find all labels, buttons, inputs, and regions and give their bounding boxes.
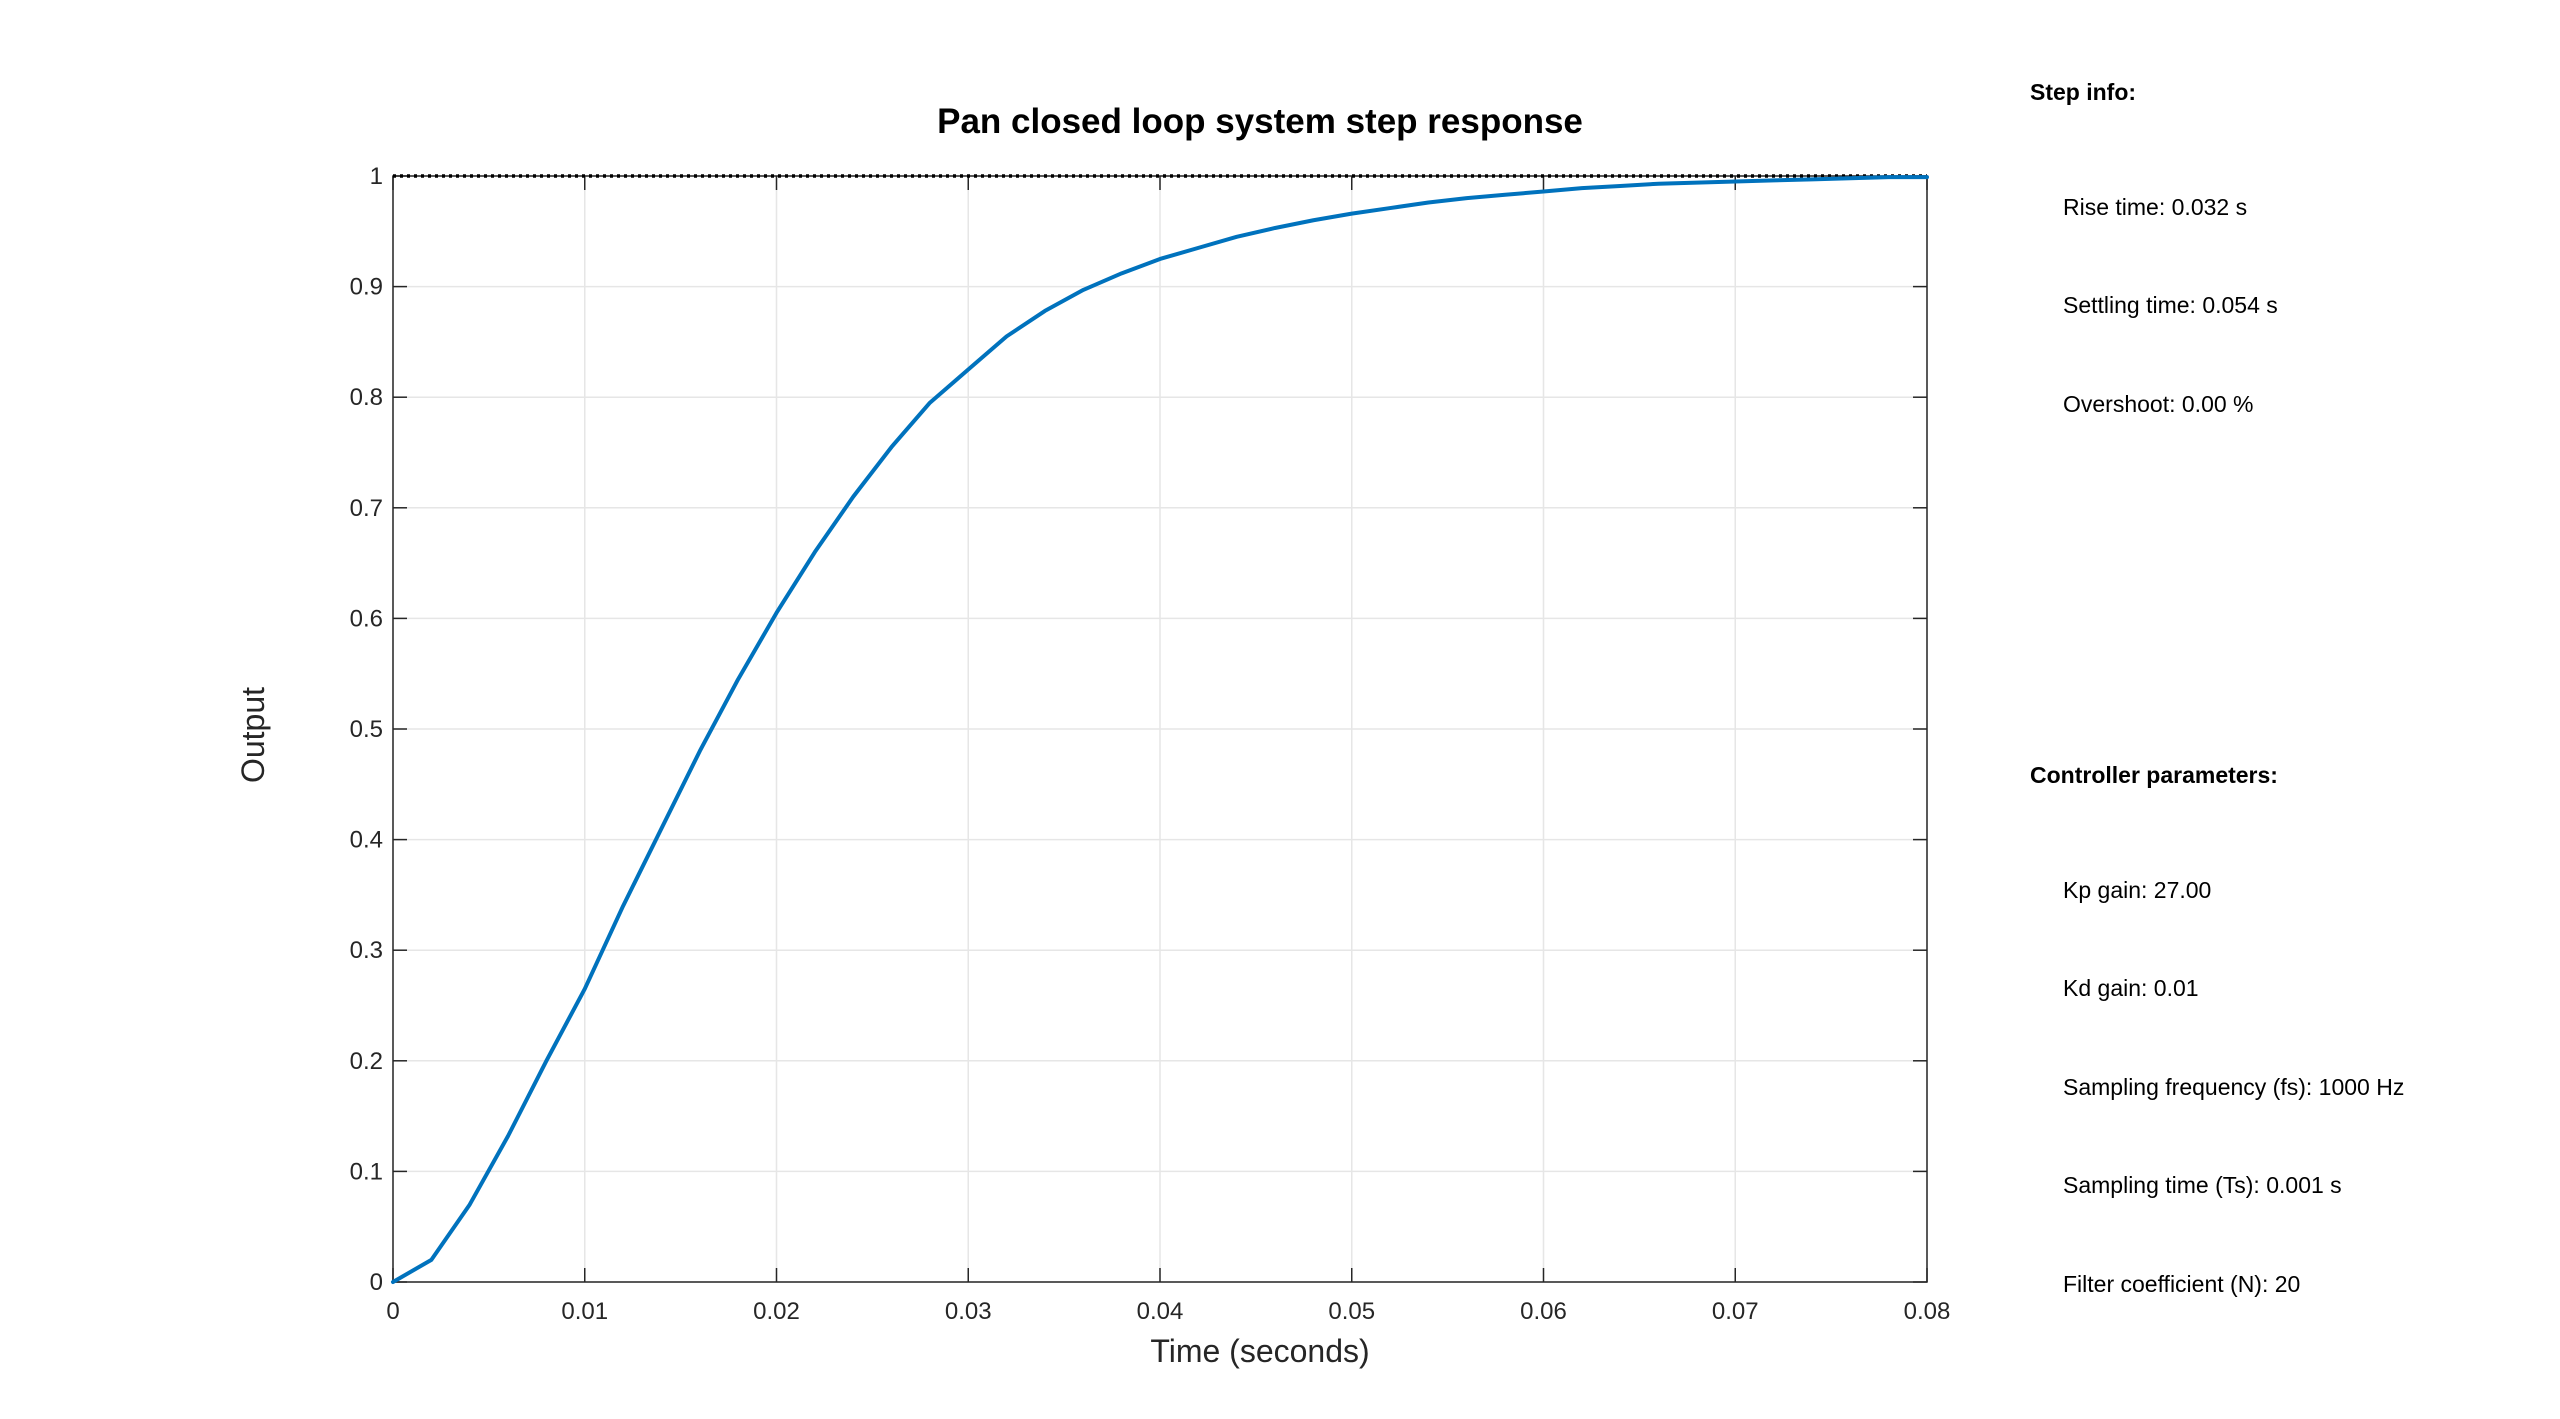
chart-title: Pan closed loop system step response	[937, 102, 1583, 141]
y-tick-label: 1	[370, 163, 383, 190]
y-tick-label: 0.4	[350, 827, 383, 854]
y-tick-labels: 0 0.1 0.2 0.3 0.4 0.5 0.6 0.7 0.8 0.9 1	[350, 163, 383, 1296]
step-response-line	[391, 175, 1929, 1284]
y-tick-label: 0	[370, 1269, 383, 1296]
x-axis-label: Time (seconds)	[1150, 1333, 1369, 1369]
y-tick-label: 0.1	[350, 1158, 383, 1185]
y-tick-label: 0.6	[350, 605, 383, 632]
data-series	[391, 175, 1929, 1284]
y-tick-label: 0.5	[350, 716, 383, 743]
plot-area-border	[392, 175, 1928, 1283]
y-tick-label: 0.2	[350, 1048, 383, 1075]
y-tick-label: 0.8	[350, 384, 383, 411]
x-tick-label: 0.02	[753, 1298, 800, 1325]
x-tick-label: 0.08	[1904, 1298, 1951, 1325]
x-tick-label: 0.03	[945, 1298, 992, 1325]
x-tick-label: 0.06	[1520, 1298, 1567, 1325]
x-tick-label: 0.07	[1712, 1298, 1759, 1325]
x-tick-labels: 0 0.01 0.02 0.03 0.04 0.05 0.06 0.07 0.08	[386, 1298, 1950, 1325]
x-tick-label: 0	[386, 1298, 399, 1325]
x-tick-label: 0.01	[561, 1298, 608, 1325]
y-tick-label: 0.3	[350, 937, 383, 964]
y-tick-label: 0.9	[350, 274, 383, 301]
y-axis-label: Output	[235, 687, 271, 783]
y-tick-label: 0.7	[350, 495, 383, 522]
grid-lines	[392, 175, 1928, 1283]
x-tick-label: 0.04	[1137, 1298, 1184, 1325]
x-tick-label: 0.05	[1328, 1298, 1375, 1325]
